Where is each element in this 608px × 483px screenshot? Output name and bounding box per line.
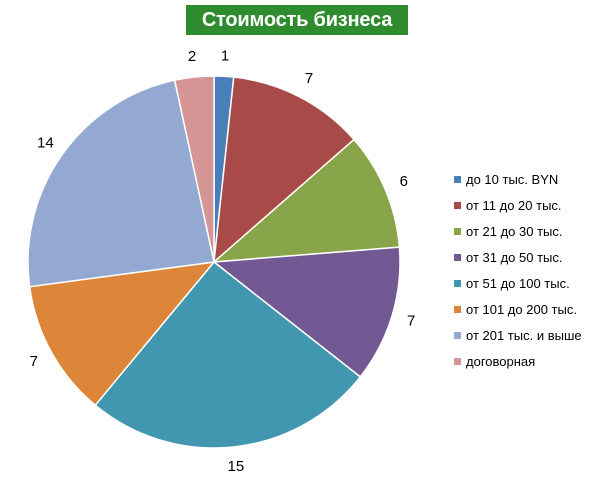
- data-label-4: 7: [407, 312, 415, 329]
- legend-swatch: [454, 305, 461, 313]
- data-label-5: 15: [228, 458, 245, 475]
- legend-item-1: до 10 тыс. BYN: [454, 166, 582, 192]
- data-label-7: 14: [37, 135, 54, 152]
- pie-slice-7: [27, 79, 215, 288]
- legend-item-6: от 101 до 200 тыс.: [454, 296, 582, 322]
- legend-item-5: от 51 до 100 тыс.: [454, 270, 582, 296]
- legend-swatch: [454, 201, 461, 209]
- legend-label: от 201 тыс. и выше: [466, 327, 582, 343]
- legend-swatch: [454, 175, 461, 183]
- legend-item-3: от 21 до 30 тыс.: [454, 218, 582, 244]
- legend-label: до 10 тыс. BYN: [466, 171, 559, 187]
- legend-label: от 51 до 100 тыс.: [466, 275, 570, 291]
- legend-swatch: [454, 331, 461, 339]
- legend-item-8: договорная: [454, 348, 582, 374]
- legend-item-4: от 31 до 50 тыс.: [454, 244, 582, 270]
- pie-slice-5: [94, 260, 362, 449]
- legend-swatch: [454, 279, 461, 287]
- pie-slice-2: [213, 76, 356, 264]
- legend-swatch: [454, 253, 461, 261]
- pie-slice-4: [212, 246, 401, 378]
- pie-slice-8: [173, 75, 215, 263]
- legend-item-2: от 11 до 20 тыс.: [454, 192, 582, 218]
- data-label-2: 7: [305, 70, 313, 87]
- pie-slice-6: [28, 261, 216, 407]
- data-label-1: 1: [221, 47, 229, 64]
- data-label-3: 6: [400, 173, 408, 190]
- pie-data-labels: 1 7 6 7 15 7 14 2: [30, 47, 416, 475]
- pie-slices: [27, 75, 401, 449]
- legend-item-7: от 201 тыс. и выше: [454, 322, 582, 348]
- legend-label: от 101 до 200 тыс.: [466, 301, 577, 317]
- legend-swatch: [454, 227, 461, 235]
- legend-label: договорная: [466, 353, 536, 369]
- pie-slice-3: [211, 138, 401, 263]
- data-label-6: 7: [30, 353, 38, 370]
- legend-label: от 21 до 30 тыс.: [466, 223, 563, 239]
- legend-label: от 31 до 50 тыс.: [466, 249, 563, 265]
- legend-label: от 11 до 20 тыс.: [466, 197, 562, 213]
- data-label-8: 2: [188, 48, 196, 65]
- chart-legend: до 10 тыс. BYN от 11 до 20 тыс. от 21 до 3…: [454, 166, 582, 374]
- legend-swatch: [454, 357, 461, 365]
- chart-title: Стоимость бизнеса: [186, 5, 408, 35]
